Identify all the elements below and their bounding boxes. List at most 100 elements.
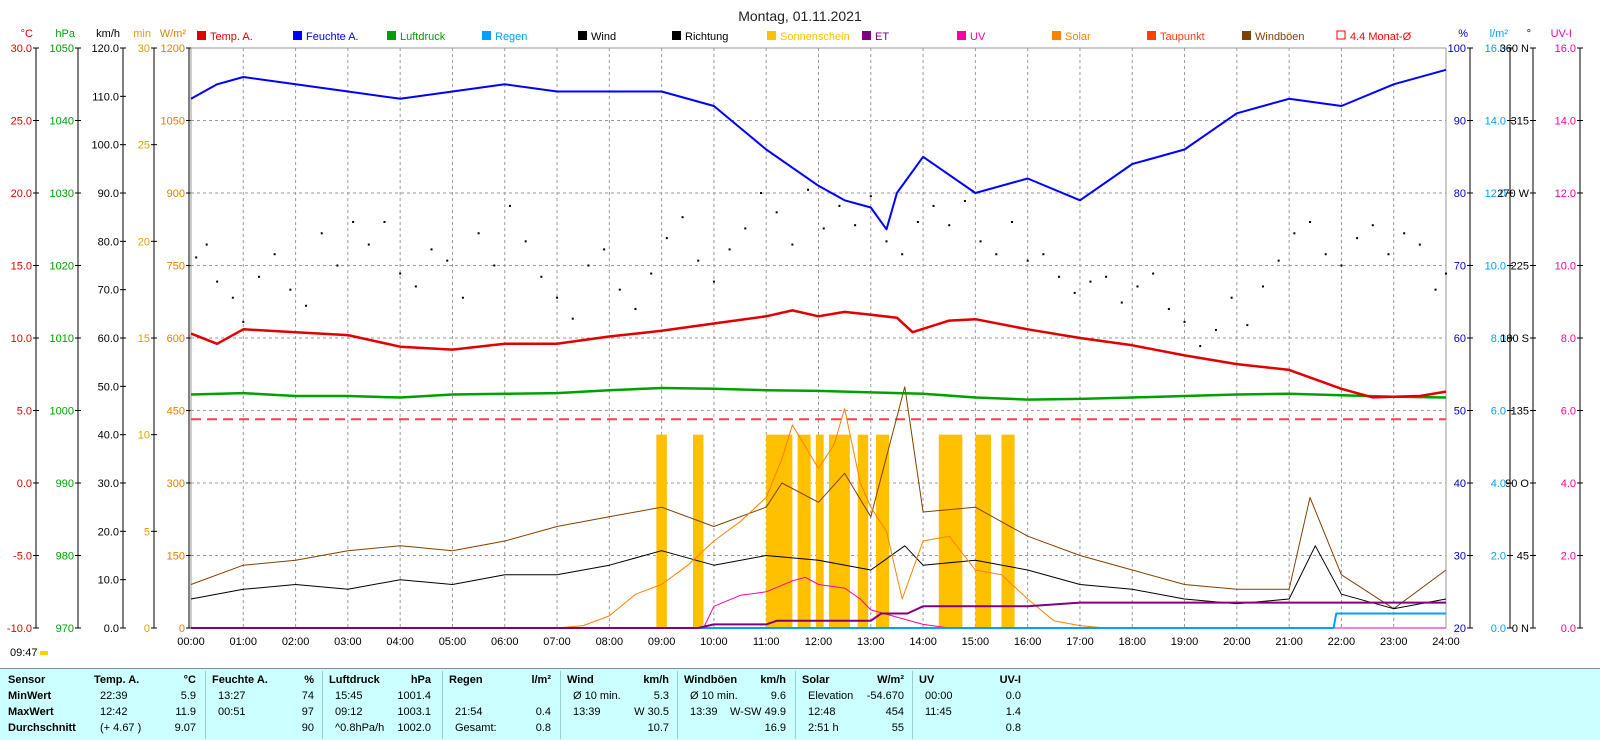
- column-separator: [795, 671, 796, 739]
- sensor-unit: km/h: [643, 674, 669, 686]
- direction-point: [1105, 275, 1108, 278]
- sunshine-bar: [693, 434, 704, 628]
- series-line: [190, 386, 1447, 401]
- x-tick-label: 00:00: [177, 636, 205, 648]
- direction-point: [807, 188, 810, 191]
- legend-swatch: [293, 31, 302, 40]
- axis-tick-label: 25.0: [11, 116, 32, 128]
- axis-tick-label: 315: [1511, 116, 1529, 128]
- direction-point: [493, 264, 496, 267]
- sensor-name: Windböen: [684, 674, 738, 686]
- direction-point: [430, 248, 433, 251]
- axis-tick-label: 16.0: [1485, 43, 1506, 55]
- wind-direction-points: [195, 188, 1447, 348]
- axis-tick-label: 30.0: [11, 43, 32, 55]
- direction-point: [1167, 308, 1170, 310]
- avg-value: 55: [891, 722, 904, 734]
- max-time: 00:51: [218, 706, 246, 718]
- axis-tick-label: 30: [1454, 551, 1466, 563]
- axis-tick-label: 4.0: [1561, 478, 1576, 490]
- axis-tick-label: 0.0: [104, 623, 119, 635]
- legend-label: Luftdruck: [400, 31, 446, 43]
- axis-tick-label: 135: [1511, 406, 1529, 418]
- direction-point: [1309, 221, 1312, 223]
- direction-point: [885, 240, 888, 243]
- summary-table: Sensor MinWert MaxWert Durchschnitt Temp. A.…: [0, 668, 1600, 740]
- axis-tick-label: 150: [167, 551, 185, 563]
- max-time: 13:39: [690, 706, 718, 718]
- sensor-unit: °C: [183, 674, 196, 686]
- axis-tick-label: 6.0: [1491, 406, 1506, 418]
- min-time: Elevation: [808, 690, 854, 702]
- direction-point: [759, 192, 762, 194]
- direction-point: [712, 280, 715, 283]
- axes: °C 30.0 25.0 20.0 15.0 10.0 5.0 0.0 -5.0 -10.0 hPa…: [7, 28, 1583, 648]
- axis-tick-label: 20: [1454, 623, 1466, 635]
- direction-point: [1293, 232, 1296, 235]
- axis-tick-label: 900: [167, 188, 185, 200]
- axis-tick-label: 100.0: [91, 140, 119, 152]
- min-value: 74: [301, 690, 314, 702]
- min-time: 22:39: [100, 690, 128, 702]
- min-value: -54.670: [866, 690, 904, 702]
- sunshine-bar: [766, 434, 793, 628]
- direction-point: [869, 195, 872, 198]
- axis-tick-label: 45: [1517, 551, 1529, 563]
- sunshine-bar: [656, 434, 667, 628]
- axis-tick-label: 8.0: [1491, 333, 1506, 345]
- direction-point: [289, 288, 292, 291]
- min-value: 5.3: [653, 690, 669, 702]
- direction-point: [383, 221, 386, 223]
- sensor-name: Luftdruck: [329, 674, 380, 686]
- axis-tick-label: 40: [1454, 478, 1466, 490]
- axis-tick-label: 20.0: [11, 188, 32, 200]
- column-separator: [205, 671, 206, 739]
- direction-point: [571, 317, 574, 320]
- direction-point: [603, 248, 606, 251]
- avg-value: 1002.0: [397, 722, 431, 734]
- axis-tick-label: 14.0: [1555, 116, 1576, 128]
- axis-tick-label: 2.0: [1561, 551, 1576, 563]
- legend-swatch: [1242, 31, 1251, 40]
- direction-point: [1152, 272, 1155, 275]
- direction-point: [697, 259, 700, 262]
- series-line: [191, 612, 1446, 629]
- x-tick-label: 02:00: [282, 636, 310, 648]
- avg-note: (+ 4.67 ): [100, 722, 142, 734]
- direction-point: [195, 256, 198, 259]
- max-time: 21:54: [455, 706, 483, 718]
- sunshine-bars: [656, 434, 1015, 628]
- max-value: W-SW 49.9: [729, 706, 786, 718]
- direction-point: [744, 227, 747, 230]
- max-time: 13:39: [573, 706, 601, 718]
- axis-tick-label: 750: [167, 261, 185, 273]
- axis-tick-label: 25: [138, 140, 150, 152]
- x-tick-label: 19:00: [1171, 636, 1199, 648]
- axis-tick-label: 30: [138, 43, 150, 55]
- direction-point: [1434, 288, 1437, 291]
- axis-tick-label: 0: [144, 623, 150, 635]
- column-separator: [322, 671, 323, 739]
- series-line: [191, 601, 1446, 629]
- weather-chart: Montag, 01.11.2021 Temp. A. Feuchte A. Luf…: [6, 8, 1583, 659]
- series-lines: [190, 68, 1447, 629]
- x-tick-label: 07:00: [543, 636, 571, 648]
- avg-value: 0.8: [1005, 722, 1021, 734]
- direction-point: [257, 275, 260, 278]
- axis-tick-label: 360 N: [1500, 43, 1529, 55]
- x-tick-label: 10:00: [700, 636, 728, 648]
- direction-point: [901, 253, 904, 256]
- sensor-unit: km/h: [760, 674, 786, 686]
- sensor-name: UV: [919, 674, 935, 686]
- direction-point: [1371, 224, 1374, 227]
- series-line: [190, 386, 1447, 610]
- axis-tick-label: 2.0: [1491, 551, 1506, 563]
- sensor-unit: %: [304, 674, 314, 686]
- axis-unit: %: [1458, 28, 1468, 40]
- direction-point: [932, 204, 935, 207]
- max-value: 11.9: [175, 706, 196, 718]
- max-value: W 30.5: [634, 706, 669, 718]
- axis-tick-label: 180 S: [1500, 333, 1529, 345]
- legend-swatch: [482, 31, 491, 40]
- axis-unit: min: [133, 28, 151, 40]
